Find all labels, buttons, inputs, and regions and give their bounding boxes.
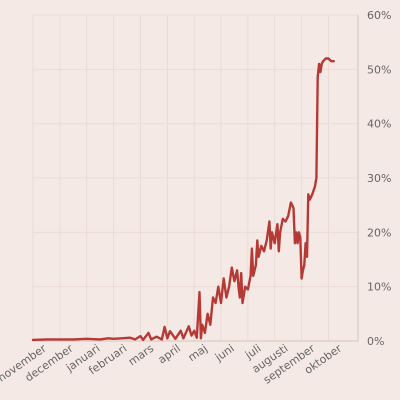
- y-tick-label: 40%: [367, 118, 391, 131]
- x-tick-label: april: [156, 342, 183, 367]
- x-tick-label: mars: [126, 342, 156, 369]
- x-tick-label: maj: [186, 342, 210, 364]
- y-tick-label: 30%: [367, 172, 391, 185]
- tick-labels: 0%10%20%30%40%50%60%novemberdecemberjanu…: [0, 9, 391, 387]
- y-tick-label: 20%: [367, 226, 391, 239]
- series-line: [31, 57, 335, 342]
- series: [31, 57, 335, 342]
- y-tick-label: 0%: [367, 335, 384, 348]
- axes: [33, 15, 359, 342]
- x-tick-label: juni: [212, 342, 237, 365]
- y-tick-label: 60%: [367, 9, 391, 22]
- grid: [32, 14, 358, 342]
- y-tick-label: 10%: [367, 281, 391, 294]
- y-tick-label: 50%: [367, 63, 391, 76]
